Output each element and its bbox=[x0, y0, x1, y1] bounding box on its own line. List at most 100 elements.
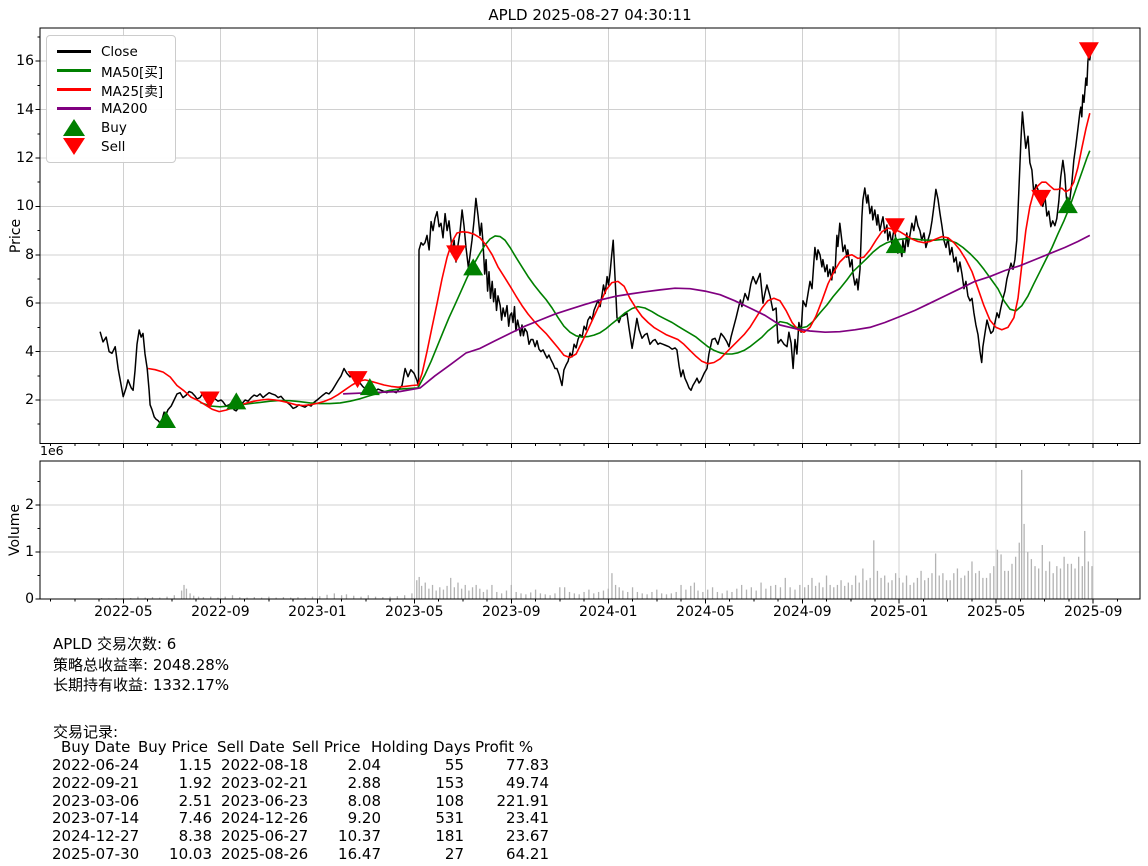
volume-bar bbox=[884, 575, 886, 599]
volume-bar bbox=[1067, 563, 1069, 599]
volume-bar bbox=[428, 588, 430, 599]
volume-bar bbox=[858, 582, 860, 599]
volume-bar bbox=[500, 593, 503, 599]
volume-bar bbox=[755, 590, 757, 599]
volume-bar bbox=[435, 590, 437, 599]
volume-bar bbox=[876, 570, 879, 599]
trade-cell: 23.41 bbox=[506, 809, 549, 828]
volume-bar bbox=[614, 584, 617, 599]
volume-bar bbox=[573, 593, 576, 599]
volume-bar bbox=[559, 587, 561, 599]
volume-bar bbox=[814, 585, 817, 599]
price-tick-label: 14 bbox=[16, 101, 34, 118]
trade-cell: 153 bbox=[435, 773, 464, 792]
trade-cell: 221.91 bbox=[496, 791, 550, 810]
volume-bar bbox=[217, 597, 219, 599]
volume-bar bbox=[1023, 523, 1025, 599]
sell-marker bbox=[884, 218, 905, 236]
trade-row: 2024-12-27 8.38 2025-06-27 10.37 181 23.67 bbox=[0, 827, 620, 845]
volume-bar bbox=[1038, 568, 1040, 599]
sell-marker bbox=[446, 245, 467, 263]
volume-bar bbox=[246, 597, 248, 599]
legend-label: MA50[买] bbox=[101, 64, 164, 81]
volume-bar bbox=[360, 596, 362, 599]
volume-bar bbox=[189, 593, 191, 599]
volume-tick-label: 0 bbox=[25, 591, 34, 607]
volume-bar bbox=[515, 591, 517, 599]
volume-bar bbox=[887, 582, 889, 599]
trades-header-cell: Buy Date bbox=[61, 738, 131, 756]
volume-bar bbox=[880, 577, 882, 599]
volume-bar bbox=[789, 587, 791, 599]
trade-cell: 16.47 bbox=[338, 845, 381, 863]
volume-bar bbox=[765, 588, 767, 599]
volume-bar bbox=[1014, 556, 1017, 599]
trade-cell: 531 bbox=[435, 809, 464, 828]
x-tick-label: 2025-05 bbox=[966, 604, 1026, 620]
volume-bar bbox=[840, 580, 842, 599]
volume-bar bbox=[982, 577, 984, 599]
sell-triangle-icon bbox=[63, 138, 85, 155]
price-tick-label: 16 bbox=[16, 53, 34, 70]
x-tick-label: 2022-05 bbox=[94, 604, 153, 620]
volume-bar bbox=[836, 584, 839, 599]
volume-bar bbox=[953, 573, 955, 599]
legend-item-sell: Sell bbox=[57, 137, 163, 156]
volume-bar bbox=[902, 582, 904, 599]
volume-bar bbox=[593, 593, 595, 599]
volume-bar bbox=[297, 597, 299, 599]
volume-bar bbox=[290, 597, 292, 599]
volume-bar bbox=[159, 597, 161, 599]
volume-bar bbox=[197, 596, 200, 599]
volume-bar bbox=[253, 597, 255, 599]
volume-bar bbox=[909, 584, 911, 599]
volume-bar bbox=[539, 593, 542, 599]
volume-bar bbox=[122, 597, 125, 599]
trade-cell: 1.92 bbox=[178, 773, 212, 792]
price-panel-border bbox=[39, 27, 1141, 444]
volume-bar bbox=[389, 596, 391, 599]
volume-bar bbox=[1081, 566, 1083, 599]
price-tick-label: 6 bbox=[25, 295, 34, 312]
volume-bars bbox=[100, 469, 1093, 599]
trade-cell: 2023-02-21 bbox=[221, 773, 309, 792]
volume-bar bbox=[1048, 561, 1051, 599]
volume-bar bbox=[945, 580, 948, 599]
volume-bar bbox=[996, 549, 999, 599]
volume-bar bbox=[913, 582, 915, 599]
volume-bar bbox=[942, 573, 944, 599]
volume-bar bbox=[851, 584, 853, 599]
volume-bar bbox=[583, 591, 585, 599]
volume-bar bbox=[993, 566, 995, 599]
volume-bar bbox=[974, 573, 977, 599]
volume-bar bbox=[475, 584, 477, 599]
volume-bar bbox=[656, 589, 658, 599]
volume-bar bbox=[439, 587, 441, 599]
trade-row: 2025-07-30 10.03 2025-08-26 16.47 27 64.21 bbox=[0, 845, 620, 863]
trade-cell: 2022-06-24 bbox=[52, 756, 140, 774]
volume-bar bbox=[260, 597, 263, 599]
trade-row: 2022-06-24 1.15 2022-08-18 2.04 55 77.83 bbox=[0, 756, 620, 774]
volume-bar bbox=[707, 589, 709, 599]
trade-cell: 2.51 bbox=[178, 791, 212, 810]
volume-bar bbox=[660, 593, 663, 599]
volume-bar bbox=[183, 584, 185, 599]
buy-marker bbox=[359, 378, 380, 396]
volume-bar bbox=[618, 587, 620, 599]
volume-bar bbox=[137, 596, 139, 599]
trade-row: 2022-09-21 1.92 2023-02-21 2.88 153 49.74 bbox=[0, 774, 620, 792]
volume-bar bbox=[774, 584, 777, 599]
legend-item-ma25-: MA25[卖] bbox=[57, 80, 163, 100]
volume-bar bbox=[1045, 570, 1047, 599]
volume-bar bbox=[367, 595, 369, 599]
volume-bar bbox=[374, 596, 377, 599]
buy-marker bbox=[463, 258, 484, 276]
buy-marker bbox=[155, 411, 176, 429]
volume-bar bbox=[967, 570, 969, 599]
volume-bar bbox=[1084, 530, 1086, 599]
volume-bar bbox=[202, 597, 205, 599]
trade-cell: 7.46 bbox=[178, 809, 212, 828]
volume-bar bbox=[424, 582, 426, 599]
volume-bar bbox=[1027, 552, 1029, 599]
volume-bar bbox=[675, 591, 677, 599]
